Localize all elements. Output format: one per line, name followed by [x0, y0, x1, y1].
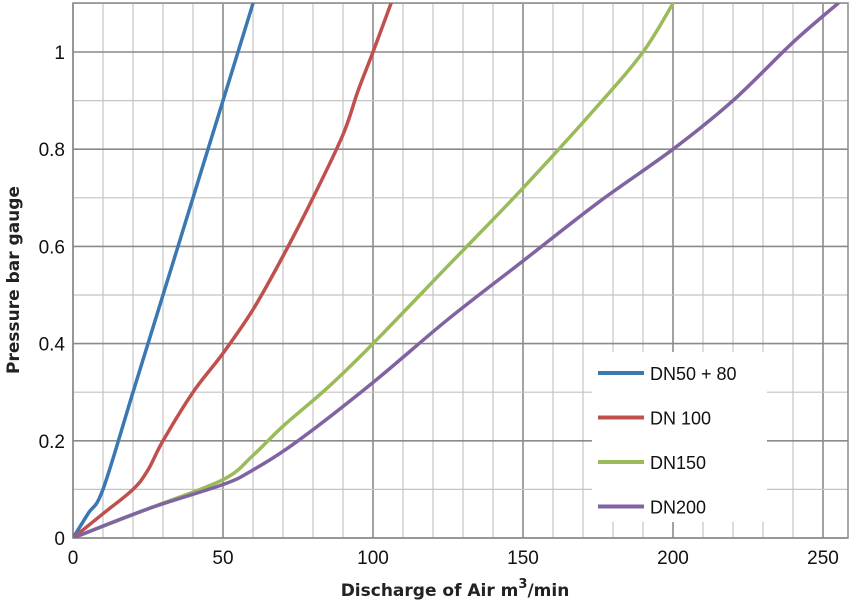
- legend: DN50 + 80 DN 100 DN150 DN200: [592, 352, 767, 522]
- y-tick-label: 0.4: [39, 335, 66, 356]
- legend-label: DN150: [650, 453, 706, 473]
- y-tick-label: 0: [54, 529, 65, 550]
- legend-label: DN200: [650, 498, 706, 518]
- series-lines: [73, 3, 840, 538]
- x-tick-label: 250: [807, 548, 839, 569]
- x-axis-label-main: Discharge of Air m: [341, 581, 519, 601]
- x-axis-label: Discharge of Air m3/min: [341, 577, 570, 601]
- tick-labels: 0 50 100 150 200 250 0 0.2 0.4 0.6 0.8 1: [39, 43, 839, 569]
- legend-label: DN50 + 80: [650, 364, 737, 384]
- series-line-0: [73, 3, 255, 538]
- y-axis-label: Pressure bar gauge: [4, 186, 24, 374]
- x-tick-label: 150: [507, 548, 539, 569]
- series-line-2: [73, 3, 675, 538]
- x-tick-label: 50: [212, 548, 233, 569]
- y-tick-label: 0.2: [39, 432, 65, 453]
- plot-border: [72, 2, 849, 539]
- legend-background: [592, 352, 767, 522]
- y-tick-label: 0.8: [39, 140, 65, 161]
- series-line-3: [73, 3, 840, 538]
- x-axis-label-superscript: 3: [518, 577, 527, 592]
- y-tick-label: 1: [54, 43, 65, 64]
- y-tick-label: 0.6: [39, 237, 65, 258]
- x-tick-label: 200: [657, 548, 689, 569]
- series-line-1: [73, 3, 393, 538]
- legend-label: DN 100: [650, 409, 711, 429]
- x-tick-label: 0: [68, 548, 79, 569]
- x-axis-label-suffix: /min: [527, 581, 569, 601]
- x-tick-label: 100: [357, 548, 389, 569]
